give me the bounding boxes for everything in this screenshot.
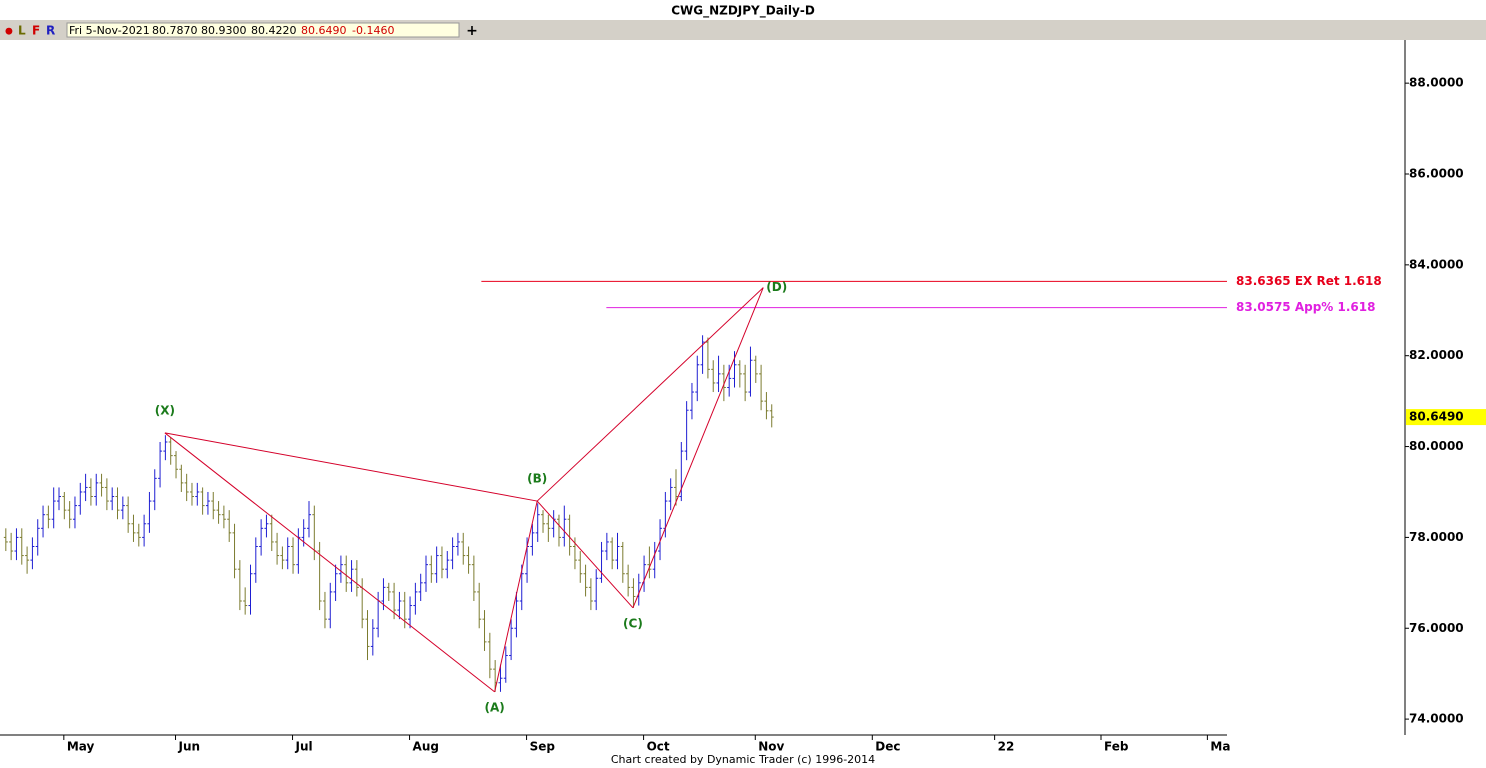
tool-l[interactable]: L <box>18 24 26 38</box>
chart-title: CWG_NZDJPY_Daily-D <box>671 4 815 19</box>
pattern-label: (X) <box>155 403 175 417</box>
y-tick-label: 74.0000 <box>1409 712 1464 726</box>
x-tick-label: Oct <box>647 740 670 754</box>
pattern-line <box>536 500 634 609</box>
x-tick-label: Ma <box>1210 740 1230 754</box>
quote-open: 80.7870 <box>152 24 198 37</box>
x-tick-label: Aug <box>413 740 439 754</box>
last-price-label: 80.6490 <box>1409 410 1464 424</box>
pattern-line <box>164 432 538 502</box>
add-button[interactable]: + <box>466 23 478 39</box>
pattern-line <box>536 287 764 502</box>
quote-low: 80.4220 <box>251 24 297 37</box>
title-bar <box>0 0 1486 20</box>
x-tick-label: 22 <box>998 740 1015 754</box>
x-tick-label: Jul <box>295 740 313 754</box>
level-label: 83.0575 App% 1.618 <box>1236 300 1375 314</box>
pattern-label: (D) <box>766 280 787 294</box>
quote-high: 80.9300 <box>201 24 247 37</box>
level-label: 83.6365 EX Ret 1.618 <box>1236 274 1382 288</box>
pattern-label: (A) <box>485 700 505 714</box>
quote-date: Fri 5-Nov-2021 <box>69 24 150 37</box>
footer: Chart created by Dynamic Trader (c) 1996… <box>611 753 875 766</box>
y-tick-label: 88.0000 <box>1409 76 1464 90</box>
x-tick-label: Jun <box>178 740 201 754</box>
x-tick-label: Dec <box>875 740 900 754</box>
x-tick-label: Sep <box>530 740 556 754</box>
pattern-label: (C) <box>623 616 643 630</box>
y-tick-label: 84.0000 <box>1409 257 1464 271</box>
tool-f[interactable]: F <box>32 24 40 38</box>
tool-dot[interactable]: ● <box>5 27 13 37</box>
y-tick-label: 80.0000 <box>1409 439 1464 453</box>
quote-close: 80.6490 <box>301 24 347 37</box>
pattern-label: (B) <box>527 472 547 486</box>
pattern-line <box>494 500 538 692</box>
quote-box <box>66 22 460 38</box>
x-tick-label: Nov <box>758 740 784 754</box>
y-tick-label: 76.0000 <box>1409 621 1464 635</box>
pattern-line <box>632 287 764 608</box>
x-tick-label: Feb <box>1104 740 1129 754</box>
quote-change: -0.1460 <box>352 24 394 37</box>
last-price-box <box>1406 409 1486 426</box>
pattern-line <box>164 432 495 693</box>
y-tick-label: 86.0000 <box>1409 167 1464 181</box>
y-tick-label: 78.0000 <box>1409 530 1464 544</box>
y-tick-label: 82.0000 <box>1409 348 1464 362</box>
x-tick-label: May <box>67 740 95 754</box>
tool-r[interactable]: R <box>46 24 55 38</box>
